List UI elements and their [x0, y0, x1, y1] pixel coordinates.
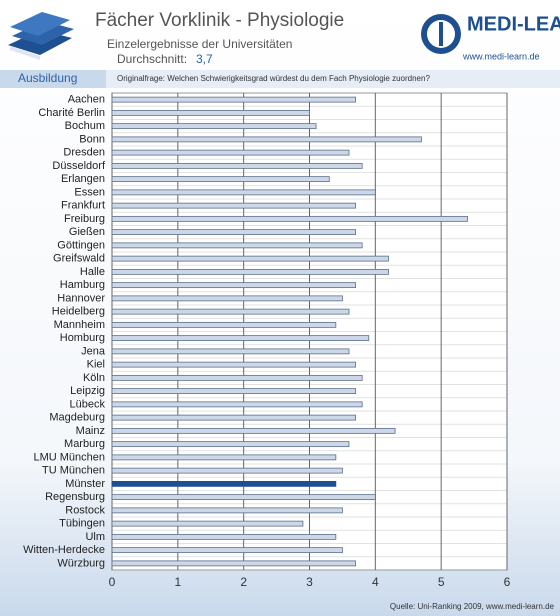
- bar: [111, 560, 356, 567]
- y-tick-label: Göttingen: [57, 239, 105, 251]
- logo-url: www.medi-learn.de: [462, 51, 540, 61]
- bar: [111, 96, 356, 103]
- bar: [111, 374, 363, 381]
- x-tick-label: 2: [240, 575, 247, 589]
- bar: [111, 282, 356, 289]
- book-icon: [8, 12, 74, 60]
- average-value: 3,7: [196, 52, 213, 66]
- bar: [111, 242, 363, 249]
- bar: [111, 255, 389, 262]
- bar: [111, 229, 356, 236]
- y-tick-label: Erlangen: [61, 173, 105, 185]
- subtitle: Einzelergebnisse der Universitäten: [107, 37, 292, 51]
- bar: [111, 480, 337, 487]
- bar: [111, 162, 363, 169]
- y-tick-label: Lübeck: [70, 398, 106, 410]
- bar: [111, 427, 396, 434]
- bar: [111, 149, 350, 156]
- y-tick-label: Freiburg: [64, 213, 105, 225]
- bar: [111, 268, 389, 275]
- y-tick-label: Kiel: [87, 359, 105, 371]
- y-tick-label: Aachen: [68, 94, 105, 106]
- bar: [111, 361, 356, 368]
- bar: [111, 123, 317, 130]
- bar: [111, 295, 343, 302]
- y-tick-label: Frankfurt: [61, 200, 105, 212]
- y-tick-label: Hamburg: [60, 279, 105, 291]
- y-tick-label: Mainz: [76, 425, 105, 437]
- y-tick-label: Homburg: [60, 332, 105, 344]
- section-tab: [0, 70, 106, 88]
- bar: [111, 189, 376, 196]
- y-tick-label: Düsseldorf: [52, 160, 106, 172]
- x-tick-label: 0: [109, 575, 116, 589]
- bar: [111, 109, 310, 116]
- section-bar: [0, 70, 560, 88]
- y-tick-label: Rostock: [65, 504, 105, 516]
- y-tick-label: Mannheim: [54, 319, 105, 331]
- y-tick-label: Charité Berlin: [38, 107, 105, 119]
- logo: MEDI-LEARN: [467, 13, 560, 35]
- y-tick-label: Regensburg: [45, 491, 105, 503]
- y-tick-label: Greifswald: [53, 253, 105, 265]
- bar: [111, 533, 337, 540]
- bar: [111, 136, 422, 143]
- y-tick-label: LMU München: [33, 451, 105, 463]
- y-tick-label: Leipzig: [70, 385, 105, 397]
- logo-icon: [421, 14, 461, 54]
- bar: [111, 401, 363, 408]
- average-label: Durchschnitt:: [117, 52, 187, 66]
- x-tick-label: 5: [438, 575, 445, 589]
- question: Originalfrage: Welchen Schwierigkeitsgra…: [117, 74, 430, 83]
- bar: [111, 414, 356, 421]
- y-tick-label: TU München: [42, 465, 105, 477]
- y-tick-label: Würzburg: [57, 557, 105, 569]
- bar: [111, 454, 337, 461]
- y-tick-label: Tübingen: [59, 518, 105, 530]
- y-tick-label: Gießen: [69, 226, 105, 238]
- bar: [111, 335, 370, 342]
- section: Ausbildung: [18, 71, 77, 85]
- y-tick-label: Magdeburg: [49, 412, 105, 424]
- y-tick-label: Hannover: [57, 292, 105, 304]
- x-tick-label: 1: [174, 575, 181, 589]
- bar: [111, 176, 330, 183]
- bar: [111, 215, 468, 222]
- y-tick-label: Essen: [74, 186, 105, 198]
- bar: [111, 507, 343, 514]
- bar: [111, 441, 350, 448]
- title: Fächer Vorklinik - Physiologie: [95, 10, 344, 31]
- bar: [111, 467, 343, 474]
- y-tick-label: Dresden: [63, 147, 105, 159]
- bar: [111, 520, 304, 527]
- bar: [111, 321, 337, 328]
- bar: [111, 308, 350, 315]
- bar: [111, 388, 356, 395]
- bar: [111, 494, 376, 501]
- y-tick-label: Bonn: [79, 133, 105, 145]
- y-tick-label: Jena: [81, 345, 106, 357]
- x-tick-label: 6: [504, 575, 511, 589]
- y-tick-label: Ulm: [85, 531, 105, 543]
- bar: [111, 348, 350, 355]
- y-tick-label: Heidelberg: [52, 306, 105, 318]
- y-tick-label: Köln: [83, 372, 105, 384]
- y-tick-label: Witten-Herdecke: [23, 544, 105, 556]
- bar: [111, 547, 343, 554]
- y-tick-label: Halle: [80, 266, 105, 278]
- x-tick-label: 3: [306, 575, 313, 589]
- y-tick-label: Münster: [65, 478, 105, 490]
- source: Quelle: Uni-Ranking 2009, www.medi-learn…: [390, 602, 555, 611]
- y-tick-label: Bochum: [65, 120, 105, 132]
- bar: [111, 202, 356, 209]
- x-tick-label: 4: [372, 575, 379, 589]
- y-tick-label: Marburg: [64, 438, 105, 450]
